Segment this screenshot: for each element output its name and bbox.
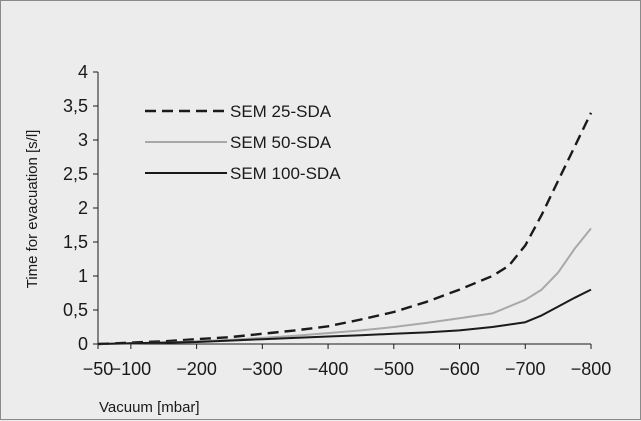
x-tick-label: −100 bbox=[111, 359, 152, 379]
x-tick-label: −500 bbox=[374, 359, 415, 379]
x-tick-label: −50 bbox=[83, 359, 114, 379]
y-tick-label: 3,5 bbox=[63, 96, 88, 116]
legend-label: SEM 100-SDA bbox=[230, 164, 341, 183]
series-layer bbox=[97, 112, 593, 346]
y-tick-label: 3 bbox=[78, 130, 88, 150]
y-tick-label: 1 bbox=[78, 266, 88, 286]
y-tick-label: 0 bbox=[78, 334, 88, 354]
series-line-3 bbox=[97, 288, 592, 345]
legend: SEM 25-SDA SEM 50-SDA SEM 100-SDA bbox=[145, 102, 341, 183]
x-ticks: −50−100 −200 −300 −400 −500 −600 −700 −800 bbox=[83, 344, 612, 379]
x-tick-label: −600 bbox=[439, 359, 480, 379]
x-tick-label: −300 bbox=[242, 359, 283, 379]
legend-label: SEM 25-SDA bbox=[230, 102, 332, 121]
y-tick-label: 2,5 bbox=[63, 164, 88, 184]
y-tick-label: 2 bbox=[78, 198, 88, 218]
series-line-2 bbox=[97, 227, 592, 345]
y-tick-label: 4 bbox=[78, 62, 88, 82]
x-tick-label: −700 bbox=[505, 359, 546, 379]
legend-label: SEM 50-SDA bbox=[230, 133, 332, 152]
series-line-1 bbox=[97, 112, 593, 346]
y-axis-title: Time for evacuation [s/l] bbox=[24, 130, 41, 289]
x-tick-label: −800 bbox=[571, 359, 612, 379]
x-tick-label: −400 bbox=[308, 359, 349, 379]
x-tick-label: −200 bbox=[176, 359, 217, 379]
y-tick-label: 1,5 bbox=[63, 232, 88, 252]
x-axis-title: Vacuum [mbar] bbox=[99, 399, 200, 416]
y-ticks: 0 0,5 1 1,5 2 2,5 3 3,5 4 bbox=[63, 62, 98, 354]
y-tick-label: 0,5 bbox=[63, 300, 88, 320]
